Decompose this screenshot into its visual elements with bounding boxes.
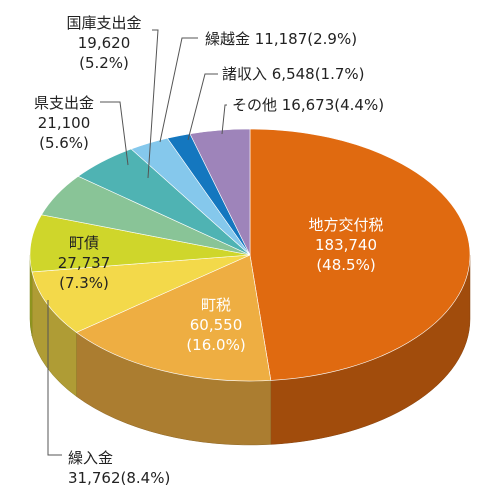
leader-lines [47, 29, 227, 456]
leader-line-8 [221, 104, 227, 135]
slice-label-7: 諸収入 6,548(1.7%) [222, 65, 365, 83]
slice-3 [29, 214, 251, 273]
slice-labels: 地方交付税 183,740 (48.5%) 町税 60,550 (16.0%) 繰入金 31,… [34, 14, 384, 487]
leader-line-7 [187, 73, 218, 141]
slice-label-2: 繰入金 31,762(8.4%) [68, 449, 170, 487]
leader-line-6 [159, 37, 198, 143]
slice-2 [31, 254, 251, 333]
pie-top-faces [29, 128, 471, 382]
slice-label-1: 町税 60,550 (16.0%) [186, 296, 245, 354]
leader-line-4 [100, 101, 129, 166]
slice-0 [249, 128, 471, 381]
slice-label-6: 繰越金 11,187(2.9%) [205, 30, 357, 48]
slice-label-8: その他 16,673(4.4%) [232, 96, 384, 114]
slice-label-0: 地方交付税 183,740 (48.5%) [308, 216, 383, 274]
slice-label-5: 国庫支出金 19,620 (5.2%) [66, 14, 141, 72]
slice-label-3: 町債 27,737 (7.3%) [58, 234, 111, 292]
slice-label-4: 県支出金 21,100 (5.6%) [34, 94, 94, 152]
leader-line-5 [147, 29, 159, 179]
slice-1 [75, 254, 272, 382]
leader-line-2 [47, 300, 62, 456]
